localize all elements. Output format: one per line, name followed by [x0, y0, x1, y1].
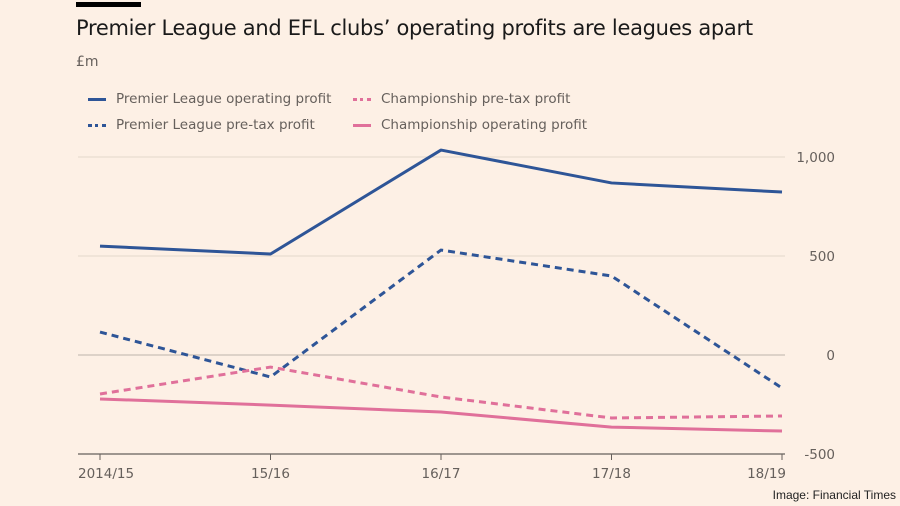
title-accent-bar	[76, 2, 141, 7]
y-tick-label: 1,000	[796, 150, 835, 166]
series-line-premier-league-operating-profit	[99, 148, 783, 256]
y-tick-label: 0	[826, 348, 835, 364]
legend-item: Championship operating profit	[353, 117, 587, 133]
series-line-premier-league-pre-tax-profit	[99, 248, 783, 390]
legend-label: Premier League pre-tax profit	[116, 117, 315, 133]
y-tick-label: 500	[809, 249, 835, 265]
image-credit: Image: Financial Times	[772, 488, 896, 502]
y-tick-label: -500	[804, 447, 835, 463]
legend-item: Championship pre-tax profit	[353, 91, 570, 107]
legend-swatch	[88, 97, 106, 101]
legend-item: Premier League pre-tax profit	[88, 117, 315, 133]
y-axis-unit: £m	[76, 54, 99, 70]
legend-item: Premier League operating profit	[88, 91, 331, 107]
x-tick-label: 18/19	[747, 466, 786, 482]
chart-title: Premier League and EFL clubs’ operating …	[76, 16, 753, 40]
legend-swatch	[88, 123, 106, 127]
legend-label: Championship pre-tax profit	[381, 91, 571, 107]
legend-swatch	[353, 97, 371, 101]
legend-label: Premier League operating profit	[116, 91, 332, 107]
legend-swatch	[353, 123, 371, 127]
x-tick-label: 17/18	[592, 466, 631, 482]
x-tick-label: 15/16	[251, 466, 290, 482]
series-line-championship-pre-tax-profit	[99, 365, 783, 420]
x-tick-label: 16/17	[422, 466, 461, 482]
legend-label: Championship operating profit	[381, 117, 588, 133]
x-tick-label: 2014/15	[78, 466, 134, 482]
series-line-championship-operating-profit	[99, 397, 783, 433]
